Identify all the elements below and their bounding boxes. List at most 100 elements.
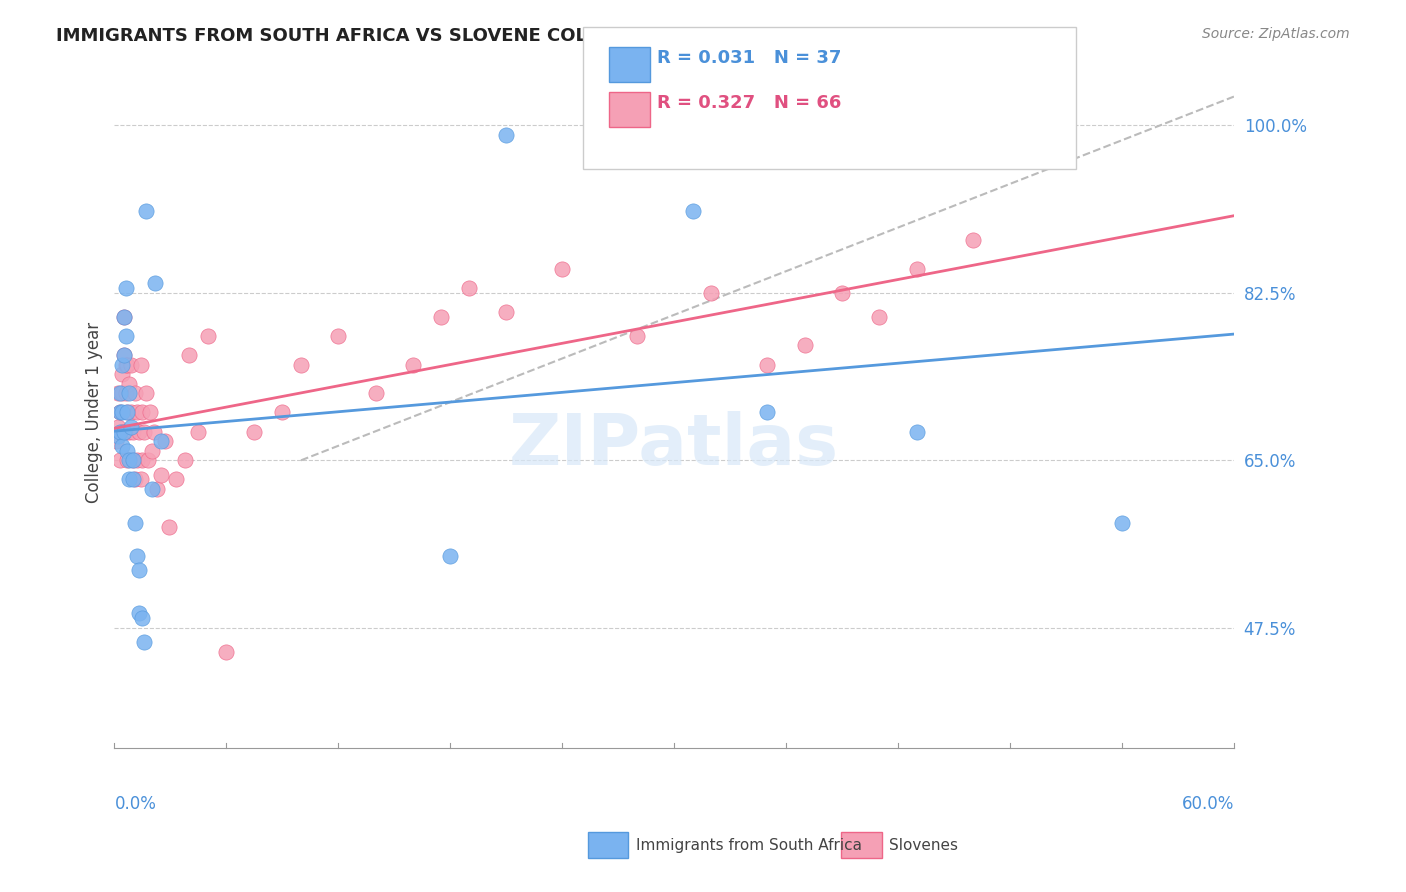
Point xyxy=(111,405,134,419)
Point xyxy=(962,233,984,247)
Point xyxy=(122,453,145,467)
Point xyxy=(131,405,153,419)
Point xyxy=(112,310,135,324)
Point xyxy=(700,285,723,300)
Point xyxy=(112,425,135,439)
Text: Immigrants from South Africa: Immigrants from South Africa xyxy=(636,838,862,853)
Point xyxy=(165,473,187,487)
Point xyxy=(112,425,135,439)
Point xyxy=(290,358,312,372)
Point xyxy=(108,386,131,401)
Point xyxy=(905,425,928,439)
Point xyxy=(831,285,853,300)
Point xyxy=(118,473,141,487)
Point xyxy=(120,358,142,372)
Point xyxy=(153,434,176,449)
Point xyxy=(328,329,350,343)
Point xyxy=(588,128,610,142)
Text: ZIPatlas: ZIPatlas xyxy=(509,411,839,481)
Point xyxy=(124,386,146,401)
Point xyxy=(682,204,704,219)
Point xyxy=(125,549,148,563)
Point xyxy=(108,405,131,419)
Point xyxy=(117,358,139,372)
Point xyxy=(111,425,134,439)
Point xyxy=(125,453,148,467)
Point xyxy=(756,358,779,372)
Point xyxy=(495,305,517,319)
Y-axis label: College, Under 1 year: College, Under 1 year xyxy=(86,322,103,503)
Point xyxy=(107,429,129,443)
Point xyxy=(124,473,146,487)
Point xyxy=(364,386,387,401)
Point xyxy=(756,405,779,419)
Point xyxy=(131,453,153,467)
Point xyxy=(118,425,141,439)
Point xyxy=(131,611,153,625)
Point xyxy=(118,453,141,467)
Point xyxy=(111,386,134,401)
Point xyxy=(118,376,141,391)
Point xyxy=(105,434,128,449)
Point xyxy=(215,645,238,659)
Point xyxy=(112,310,135,324)
Point xyxy=(177,348,200,362)
Point xyxy=(128,563,150,577)
Point xyxy=(134,635,156,649)
Point xyxy=(128,607,150,621)
Point xyxy=(117,443,139,458)
Point xyxy=(150,467,173,482)
Point xyxy=(793,338,815,352)
Point xyxy=(146,482,169,496)
Point xyxy=(128,425,150,439)
Point xyxy=(868,310,890,324)
Point xyxy=(458,281,481,295)
Point xyxy=(145,277,167,291)
Text: 60.0%: 60.0% xyxy=(1181,796,1234,814)
Point xyxy=(122,453,145,467)
Point xyxy=(114,329,136,343)
Point xyxy=(1111,516,1133,530)
Point xyxy=(135,204,157,219)
Text: Slovenes: Slovenes xyxy=(889,838,957,853)
Text: R = 0.327   N = 66: R = 0.327 N = 66 xyxy=(657,94,841,112)
Point xyxy=(114,281,136,295)
Point xyxy=(114,358,136,372)
Point xyxy=(905,261,928,276)
Point xyxy=(120,420,142,434)
Point xyxy=(135,386,157,401)
Point xyxy=(122,473,145,487)
Point xyxy=(430,310,453,324)
Point xyxy=(117,453,139,467)
Point xyxy=(117,405,139,419)
Point xyxy=(157,520,180,534)
Point xyxy=(114,386,136,401)
Point xyxy=(108,425,131,439)
Point xyxy=(111,358,134,372)
Text: 0.0%: 0.0% xyxy=(114,796,156,814)
Point xyxy=(551,261,574,276)
Point xyxy=(107,420,129,434)
Point xyxy=(141,482,163,496)
Point xyxy=(141,443,163,458)
Point xyxy=(129,358,152,372)
Point xyxy=(197,329,219,343)
Point xyxy=(112,348,135,362)
Point xyxy=(495,128,517,142)
Point xyxy=(108,453,131,467)
Point xyxy=(402,358,425,372)
Point xyxy=(117,405,139,419)
Point xyxy=(439,549,461,563)
Point xyxy=(142,425,165,439)
Point xyxy=(174,453,197,467)
Text: IMMIGRANTS FROM SOUTH AFRICA VS SLOVENE COLLEGE, UNDER 1 YEAR CORRELATION CHART: IMMIGRANTS FROM SOUTH AFRICA VS SLOVENE … xyxy=(56,27,1021,45)
Point xyxy=(271,405,294,419)
Point xyxy=(243,425,266,439)
Point xyxy=(120,405,142,419)
Point xyxy=(114,425,136,439)
Text: R = 0.031   N = 37: R = 0.031 N = 37 xyxy=(657,49,841,67)
Point xyxy=(118,386,141,401)
Point xyxy=(107,386,129,401)
Point xyxy=(111,439,134,453)
Point xyxy=(136,453,159,467)
